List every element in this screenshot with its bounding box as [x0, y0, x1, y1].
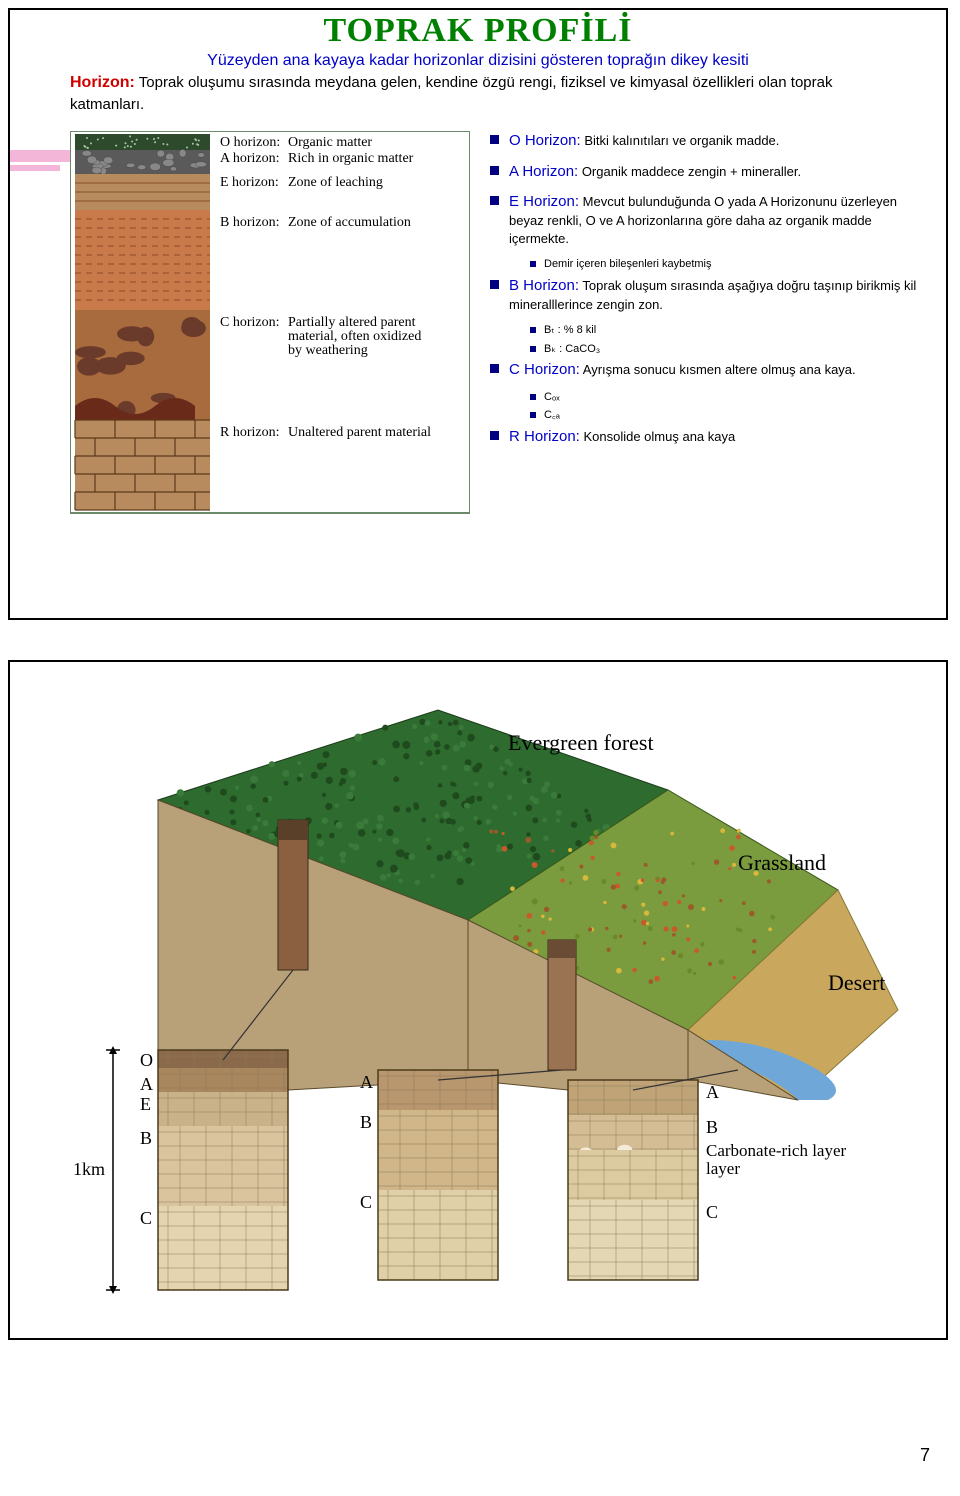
bullet-marker-icon — [490, 364, 499, 373]
bullet-sub-text: C꜀ₐ — [544, 408, 560, 422]
bullet-label: E Horizon: — [509, 193, 579, 210]
profile-layer-name-4: C horizon: — [220, 315, 280, 330]
column-0-layer-0 — [158, 1050, 288, 1068]
column-1-layer-label-0: A — [360, 1072, 373, 1092]
profile-layer-desc-1: Rich in organic matter — [288, 151, 414, 166]
column-2-layer-1 — [568, 1115, 698, 1150]
bullet-4-sub-1: C꜀ₐ — [530, 408, 920, 422]
bullet-text: Konsolide olmuş ana kaya — [580, 429, 735, 444]
profile-layer-5 — [75, 420, 210, 510]
bullet-sub-text: Demir içeren bileşenleri kaybetmiş — [544, 257, 712, 271]
label-grassland: Grassland — [738, 850, 826, 875]
column-0-layer-4 — [158, 1206, 288, 1290]
profile-layer-0 — [75, 134, 210, 150]
column-1-layer-2 — [378, 1190, 498, 1280]
profile-layer-name-3: B horizon: — [220, 215, 280, 230]
bullet-marker-icon — [490, 196, 499, 205]
bullet-1: A Horizon: Organik maddece zengin + mine… — [490, 162, 920, 182]
bullet-3-sub-0: Bₜ : % 8 kil — [530, 323, 920, 337]
bullet-text: Bitki kalınıtıları ve organik madde. — [581, 133, 780, 148]
bullet-label: A Horizon: — [509, 163, 578, 180]
bullet-sub-text: Cₒₓ — [544, 390, 560, 404]
column-1-layer-label-2: C — [360, 1192, 372, 1212]
bullet-label: C Horizon: — [509, 361, 580, 378]
decoration-accent-2 — [10, 165, 60, 171]
scale-label: 1km — [73, 1159, 105, 1179]
column-0-layer-1 — [158, 1068, 288, 1092]
bullet-3: B Horizon: Toprak oluşum sırasında aşağı… — [490, 276, 920, 314]
bullet-label: R Horizon: — [509, 428, 580, 445]
profile-svg: O horizon: Organic matter A horizon: Rich … — [70, 131, 470, 571]
bullet-2: E Horizon: Mevcut bulunduğunda O yada A … — [490, 192, 920, 247]
bullet-sub-text: Bₖ : CaCO₃ — [544, 342, 600, 356]
bullet-marker-icon — [490, 135, 499, 144]
slide-title: TOPRAK PROFİLİ — [10, 10, 946, 50]
column-2-carbonate-note: Carbonate-rich layer — [706, 1141, 847, 1160]
profile-layer-desc-0: Organic matter — [288, 135, 372, 150]
slide-soil-profile: TOPRAK PROFİLİ Yüzeyden ana kayaya kadar… — [8, 8, 948, 620]
bullet-0: O Horizon: Bitki kalınıtıları ve organik… — [490, 131, 920, 151]
column-2-layer-label-3: C — [706, 1202, 718, 1222]
profile-layer-3 — [75, 210, 210, 310]
bullet-3-sub-1: Bₖ : CaCO₃ — [530, 342, 920, 356]
bullet-5: R Horizon: Konsolide olmuş ana kaya — [490, 427, 920, 447]
column-0-layer-2 — [158, 1092, 288, 1126]
horizon-def-text: Toprak oluşumu sırasında meydana gelen, … — [70, 74, 832, 113]
bullet-label: O Horizon: — [509, 132, 581, 149]
column-0-layer-3 — [158, 1126, 288, 1206]
horizon-def-label: Horizon: — [70, 74, 135, 91]
column-2-carbonate-note-2: layer — [706, 1159, 740, 1178]
profile-layer-name-5: R horizon: — [220, 425, 280, 440]
bullet-sub-text: Bₜ : % 8 kil — [544, 323, 596, 337]
profile-layer-name-0: O horizon: — [220, 135, 280, 150]
profile-layer-desc-5: Unaltered parent material — [288, 425, 431, 440]
block-diagram-svg: OAEBCABCABCarbonate-rich layerlayerC 1km… — [18, 670, 938, 1330]
column-2-layer-2 — [568, 1150, 698, 1200]
profile-layer-name-2: E horizon: — [220, 175, 279, 190]
column-0-layer-label-1: A — [140, 1074, 153, 1094]
horizon-definition: Horizon: Toprak oluşumu sırasında meydan… — [10, 70, 946, 121]
bullet-marker-icon — [490, 280, 499, 289]
profile-layer-desc-3: Zone of accumulation — [288, 215, 411, 230]
slide-biome-block-diagram: OAEBCABCABCarbonate-rich layerlayerC 1km… — [8, 660, 948, 1340]
bullet-marker-icon — [530, 394, 536, 400]
page-number: 7 — [920, 1445, 930, 1466]
column-2-layer-label-1: B — [706, 1117, 718, 1137]
column-0-layer-label-3: B — [140, 1128, 152, 1148]
column-0-layer-label-2: E — [140, 1094, 151, 1114]
profile-layer-desc-2: Zone of leaching — [288, 175, 383, 190]
bullet-marker-icon — [490, 166, 499, 175]
slide-subtitle: Yüzeyden ana kayaya kadar horizonlar diz… — [10, 50, 946, 70]
bullet-marker-icon — [530, 261, 536, 267]
profile-layer-name-1: A horizon: — [220, 151, 280, 166]
column-2-layer-label-0: A — [706, 1082, 719, 1102]
column-0-layer-label-4: C — [140, 1208, 152, 1228]
bullet-marker-icon — [530, 346, 536, 352]
bullet-2-sub-0: Demir içeren bileşenleri kaybetmiş — [530, 257, 920, 271]
horizon-bullets: O Horizon: Bitki kalınıtıları ve organik… — [490, 131, 920, 576]
soil-profile-diagram: O horizon: Organic matter A horizon: Rich … — [70, 131, 470, 576]
column-1-layer-label-1: B — [360, 1112, 372, 1132]
bullet-4-sub-0: Cₒₓ — [530, 390, 920, 404]
column-0-layer-label-0: O — [140, 1050, 153, 1070]
column-1-layer-1 — [378, 1110, 498, 1190]
bullet-text: Organik maddece zengin + mineraller. — [578, 164, 801, 179]
bullet-marker-icon — [530, 412, 536, 418]
bullet-label: B Horizon: — [509, 277, 579, 294]
bullet-marker-icon — [530, 327, 536, 333]
label-desert: Desert — [828, 970, 885, 995]
label-evergreen: Evergreen forest — [508, 730, 654, 755]
bullet-marker-icon — [490, 431, 499, 440]
bullet-4: C Horizon: Ayrışma sonucu kısmen altere … — [490, 360, 920, 380]
bullet-text: Ayrışma sonucu kısmen altere olmuş ana k… — [580, 362, 856, 377]
column-2-layer-3 — [568, 1200, 698, 1280]
column-2-layer-0 — [568, 1080, 698, 1115]
